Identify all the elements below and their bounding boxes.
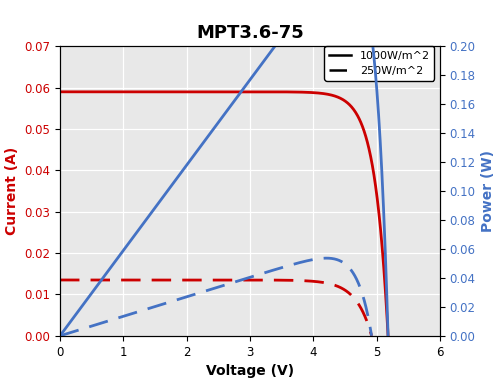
Y-axis label: Power (W): Power (W) bbox=[482, 150, 496, 232]
Legend: 1000W/m^2, 250W/m^2: 1000W/m^2, 250W/m^2 bbox=[324, 46, 434, 81]
Y-axis label: Current (A): Current (A) bbox=[4, 147, 18, 235]
X-axis label: Voltage (V): Voltage (V) bbox=[206, 364, 294, 378]
Title: MPT3.6-75: MPT3.6-75 bbox=[196, 24, 304, 42]
